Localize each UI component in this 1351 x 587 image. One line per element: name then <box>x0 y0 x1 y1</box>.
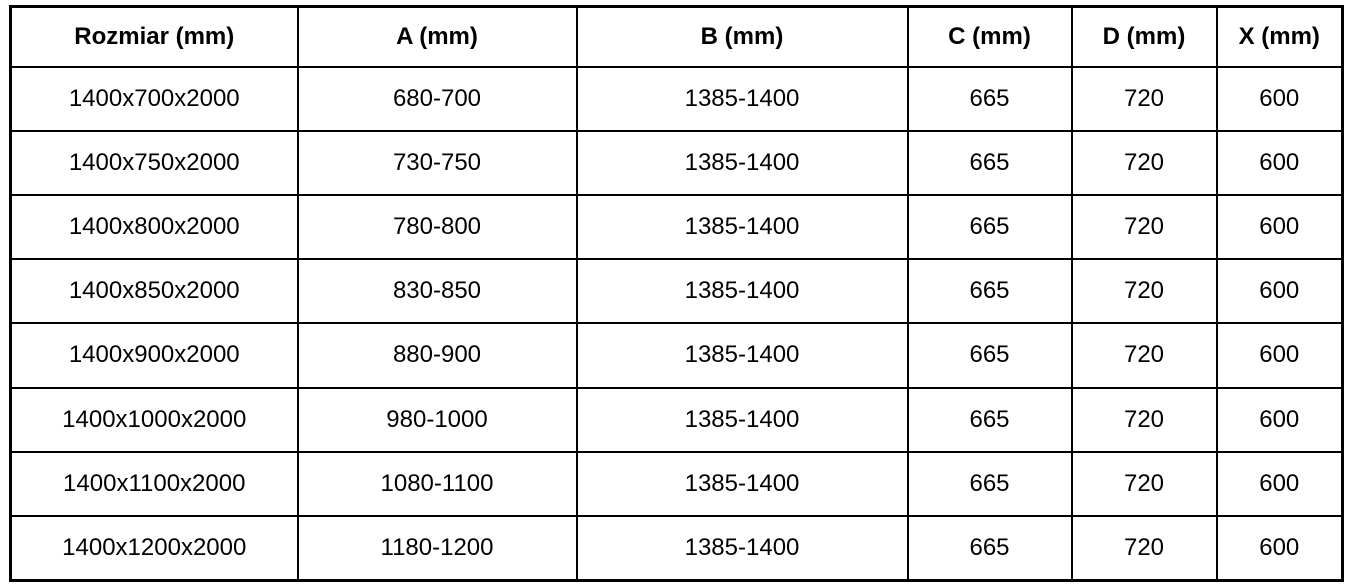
header-a: A (mm) <box>296 5 578 68</box>
cell-b: 1385-1400 <box>575 450 909 517</box>
table-row: 1400x1100x2000 1080-1100 1385-1400 665 7… <box>9 450 1344 517</box>
cell-a: 1080-1100 <box>296 450 578 517</box>
cell-rozmiar: 1400x850x2000 <box>9 258 299 325</box>
cell-c: 665 <box>906 322 1073 389</box>
cell-d: 720 <box>1070 322 1218 389</box>
table-body: 1400x700x2000 680-700 1385-1400 665 720 … <box>9 65 1344 582</box>
cell-c: 665 <box>906 258 1073 325</box>
table-row: 1400x1000x2000 980-1000 1385-1400 665 72… <box>9 386 1344 453</box>
header-b: B (mm) <box>575 5 909 68</box>
cell-c: 665 <box>906 65 1073 133</box>
cell-d: 720 <box>1070 514 1218 582</box>
cell-a: 830-850 <box>296 258 578 325</box>
header-row: Rozmiar (mm) A (mm) B (mm) C (mm) D (mm)… <box>9 5 1344 68</box>
table-row: 1400x900x2000 880-900 1385-1400 665 720 … <box>9 322 1344 389</box>
cell-x: 600 <box>1215 130 1344 197</box>
cell-x: 600 <box>1215 65 1344 133</box>
table-row: 1400x1200x2000 1180-1200 1385-1400 665 7… <box>9 514 1344 582</box>
cell-x: 600 <box>1215 258 1344 325</box>
cell-rozmiar: 1400x1000x2000 <box>9 386 299 453</box>
cell-c: 665 <box>906 514 1073 582</box>
cell-x: 600 <box>1215 514 1344 582</box>
cell-x: 600 <box>1215 450 1344 517</box>
cell-rozmiar: 1400x800x2000 <box>9 194 299 261</box>
cell-b: 1385-1400 <box>575 65 909 133</box>
cell-rozmiar: 1400x700x2000 <box>9 65 299 133</box>
table-row: 1400x850x2000 830-850 1385-1400 665 720 … <box>9 258 1344 325</box>
table-row: 1400x800x2000 780-800 1385-1400 665 720 … <box>9 194 1344 261</box>
cell-a: 980-1000 <box>296 386 578 453</box>
cell-b: 1385-1400 <box>575 258 909 325</box>
table-row: 1400x700x2000 680-700 1385-1400 665 720 … <box>9 65 1344 133</box>
size-table: Rozmiar (mm) A (mm) B (mm) C (mm) D (mm)… <box>9 5 1344 582</box>
cell-a: 880-900 <box>296 322 578 389</box>
cell-d: 720 <box>1070 65 1218 133</box>
cell-c: 665 <box>906 194 1073 261</box>
cell-a: 780-800 <box>296 194 578 261</box>
cell-x: 600 <box>1215 194 1344 261</box>
cell-d: 720 <box>1070 258 1218 325</box>
cell-rozmiar: 1400x900x2000 <box>9 322 299 389</box>
cell-c: 665 <box>906 130 1073 197</box>
cell-a: 730-750 <box>296 130 578 197</box>
header-d: D (mm) <box>1070 5 1218 68</box>
cell-c: 665 <box>906 386 1073 453</box>
cell-a: 1180-1200 <box>296 514 578 582</box>
cell-d: 720 <box>1070 194 1218 261</box>
cell-b: 1385-1400 <box>575 322 909 389</box>
header-rozmiar: Rozmiar (mm) <box>9 5 299 68</box>
header-x: X (mm) <box>1215 5 1344 68</box>
cell-rozmiar: 1400x1200x2000 <box>9 514 299 582</box>
header-c: C (mm) <box>906 5 1073 68</box>
cell-c: 665 <box>906 450 1073 517</box>
table-row: 1400x750x2000 730-750 1385-1400 665 720 … <box>9 130 1344 197</box>
cell-rozmiar: 1400x750x2000 <box>9 130 299 197</box>
cell-b: 1385-1400 <box>575 514 909 582</box>
cell-x: 600 <box>1215 322 1344 389</box>
cell-d: 720 <box>1070 450 1218 517</box>
cell-rozmiar: 1400x1100x2000 <box>9 450 299 517</box>
cell-d: 720 <box>1070 130 1218 197</box>
cell-a: 680-700 <box>296 65 578 133</box>
cell-b: 1385-1400 <box>575 386 909 453</box>
table-header: Rozmiar (mm) A (mm) B (mm) C (mm) D (mm)… <box>9 5 1344 68</box>
cell-b: 1385-1400 <box>575 130 909 197</box>
cell-d: 720 <box>1070 386 1218 453</box>
cell-b: 1385-1400 <box>575 194 909 261</box>
cell-x: 600 <box>1215 386 1344 453</box>
